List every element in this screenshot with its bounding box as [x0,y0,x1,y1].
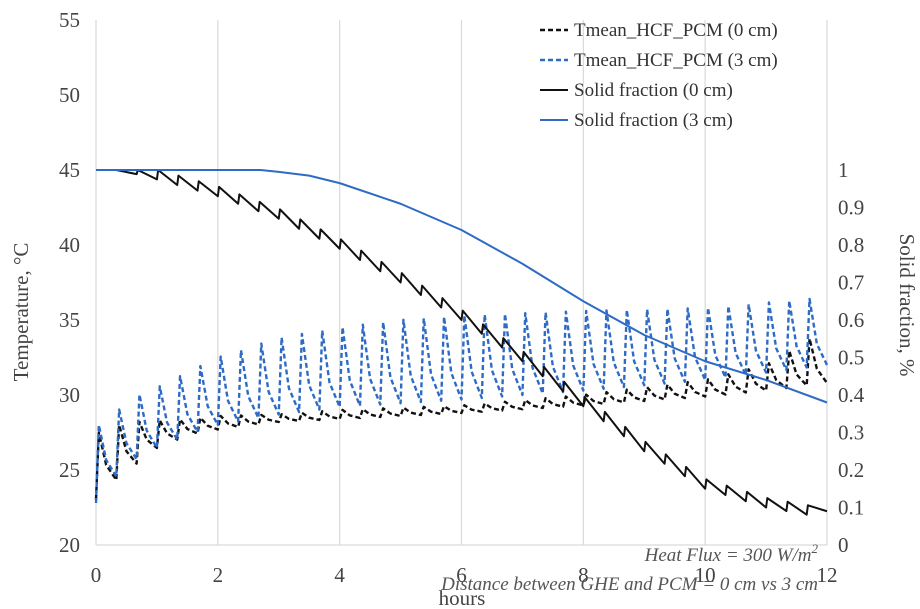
series-line-solid-fraction-0-cm [96,169,828,516]
x-tick-label: 2 [213,563,224,587]
right-axis-label: Solid fraction, % [895,234,919,377]
legend-label-tmean-hcf-pcm-0-cm: Tmean_HCF_PCM (0 cm) [574,20,778,41]
annotation-heat-flux: Heat Flux = 300 W/m2 [644,541,819,566]
left-tick-label: 35 [59,308,80,332]
series-line-solid-fraction-3-cm [96,169,828,404]
x-axis-label: hours [439,586,486,609]
left-tick-label: 40 [59,233,80,257]
right-tick-label: 0.5 [838,346,864,370]
left-axis-label: Temperature, °C [9,243,33,382]
legend-label-solid-fraction-0-cm: Solid fraction (0 cm) [574,80,733,101]
annotation-heat-flux-sup: 2 [812,541,819,556]
right-tick-label: 0.6 [838,308,864,332]
series-line-tmean-hcf-pcm-3-cm [94,297,829,504]
x-tick-label: 8 [578,563,589,587]
series-layer [94,169,829,516]
x-tick-label: 6 [456,563,467,587]
legend-label-tmean-hcf-pcm-3-cm: Tmean_HCF_PCM (3 cm) [574,50,778,71]
right-tick-label: 1 [838,158,849,182]
legend: Tmean_HCF_PCM (0 cm) Tmean_HCF_PCM (3 cm)… [540,20,778,131]
left-tick-label: 30 [59,383,80,407]
left-tick-label: 45 [59,158,80,182]
x-tick-label: 4 [334,563,345,587]
x-tick-label: 0 [91,563,102,587]
left-axis-ticks: 20 25 30 35 40 45 50 55 [59,8,80,557]
left-tick-label: 25 [59,458,80,482]
annotation-distance: Distance between GHE and PCM = 0 cm vs 3… [440,574,818,595]
right-tick-label: 0.8 [838,233,864,257]
right-tick-label: 0.1 [838,496,864,520]
left-tick-label: 50 [59,83,80,107]
right-tick-label: 0.4 [838,383,865,407]
right-tick-label: 0.2 [838,458,864,482]
x-axis-ticks: 0 2 4 6 8 10 12 [91,563,838,587]
series-line-tmean-hcf-pcm-0-cm [94,337,828,501]
annotation-heat-flux-text: Heat Flux = 300 W/m [644,545,812,566]
left-tick-label: 55 [59,8,80,32]
right-tick-label: 0.3 [838,421,864,445]
right-tick-label: 0.7 [838,271,864,295]
vertical-gridlines [95,20,828,546]
right-axis-ticks: 0 0.1 0.2 0.3 0.4 0.5 0.6 0.7 0.8 0.9 1 [838,158,865,557]
x-tick-label: 10 [695,563,716,587]
right-tick-label: 0.9 [838,196,864,220]
legend-label-solid-fraction-3-cm: Solid fraction (3 cm) [574,110,733,131]
x-tick-label: 12 [817,563,838,587]
left-tick-label: 20 [59,533,80,557]
right-tick-label: 0 [838,533,849,557]
